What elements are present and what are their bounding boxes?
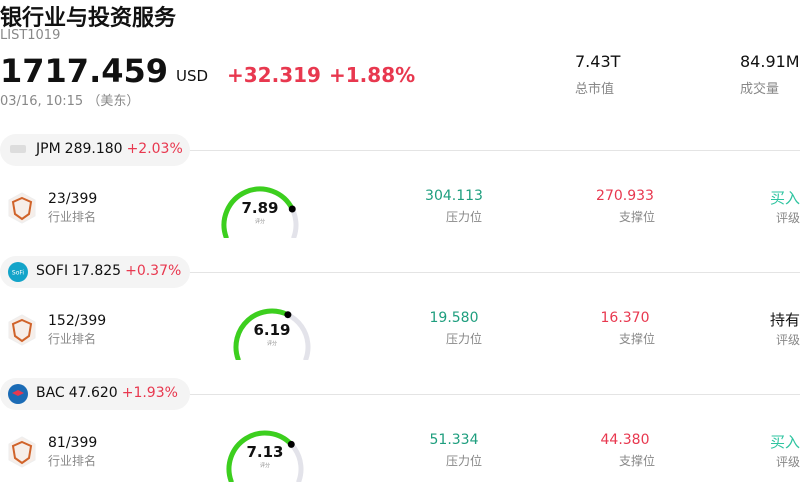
resistance: 19.580 [429, 310, 479, 326]
rating-label: 评级 [775, 455, 800, 469]
svg-text:SoFi: SoFi [12, 270, 24, 277]
stat-value: 84.91M [740, 52, 800, 71]
currency: USD [176, 67, 209, 85]
score-label: 评分 [266, 341, 277, 347]
rank: 23/399 [48, 191, 98, 207]
support-label: 支撑位 [618, 332, 655, 346]
rating-label: 评级 [775, 211, 800, 225]
score-gauge [226, 430, 304, 482]
rating: 买入 [769, 189, 800, 207]
stock-header: SOFI 17.825 +0.37% [36, 263, 185, 279]
rating-label: 评级 [775, 333, 800, 347]
price: 17.825 [72, 263, 122, 279]
logo [10, 145, 26, 153]
score: 7.13 [246, 443, 284, 461]
stat-label: 成交量 [740, 82, 780, 97]
rating: 持有 [769, 311, 800, 329]
score: 7.89 [241, 199, 279, 217]
resistance-label: 压力位 [445, 332, 482, 346]
symbol: BAC [36, 385, 65, 401]
resistance-label: 压力位 [445, 454, 482, 468]
rank-icon [8, 314, 36, 350]
rank-icon [8, 436, 36, 468]
stat-value: 7.43T [575, 52, 621, 71]
score-gauge [221, 186, 299, 238]
price: 1717.459 [0, 52, 169, 90]
support: 270.933 [596, 188, 654, 204]
resistance: 304.113 [425, 188, 483, 204]
separator [190, 394, 800, 395]
code: LIST1019 [0, 28, 61, 43]
rank: 81/399 [48, 435, 98, 451]
gauge-dot [288, 205, 296, 213]
change-pct: +1.93% [121, 385, 178, 401]
separator [190, 150, 800, 151]
support-label: 支撑位 [618, 210, 655, 224]
price: 47.620 [68, 385, 118, 401]
rank-icon [8, 192, 36, 224]
rank-icon [8, 436, 36, 472]
score: 6.19 [253, 321, 291, 339]
time: 03/16, 10:15 （美东） [0, 94, 140, 109]
resistance-label: 压力位 [445, 210, 482, 224]
stock-header: JPM 289.180 +2.03% [36, 141, 187, 157]
logo [8, 384, 28, 404]
support-label: 支撑位 [618, 454, 655, 468]
gauge-dot [284, 311, 292, 319]
stat-label: 总市值 [575, 82, 615, 97]
change-pct: +2.03% [126, 141, 183, 157]
gauge-fill [226, 430, 294, 482]
support: 16.370 [600, 310, 650, 326]
rank: 152/399 [48, 313, 107, 329]
symbol: SOFI [36, 263, 69, 279]
symbol: JPM [36, 141, 61, 157]
rank-label: 行业排名 [48, 454, 97, 468]
gauge-fill [233, 308, 291, 360]
stock-header: BAC 47.620 +1.93% [36, 385, 182, 401]
change-pct: +0.37% [125, 263, 182, 279]
rating: 买入 [769, 433, 800, 451]
gauge-dot [287, 440, 295, 448]
score-label: 评分 [259, 463, 270, 469]
rank-label: 行业排名 [48, 332, 97, 346]
resistance: 51.334 [429, 432, 479, 448]
support: 44.380 [600, 432, 650, 448]
rank-icon [8, 192, 36, 228]
stock-pill[interactable] [0, 134, 190, 166]
price: 289.180 [64, 141, 123, 157]
stock-pill[interactable] [0, 378, 190, 410]
change-pct: +1.88% [329, 63, 416, 87]
gauge-fill [221, 186, 295, 238]
rank-label: 行业排名 [48, 210, 97, 224]
separator [190, 272, 800, 273]
score-label: 评分 [254, 219, 265, 225]
rank-icon [8, 314, 36, 346]
stock-pill[interactable]: SoFi [0, 256, 190, 288]
score-gauge [233, 308, 311, 360]
logo: SoFi [8, 262, 28, 282]
title: 银行业与投资服务 [0, 6, 177, 31]
change: +32.319 [227, 63, 321, 87]
